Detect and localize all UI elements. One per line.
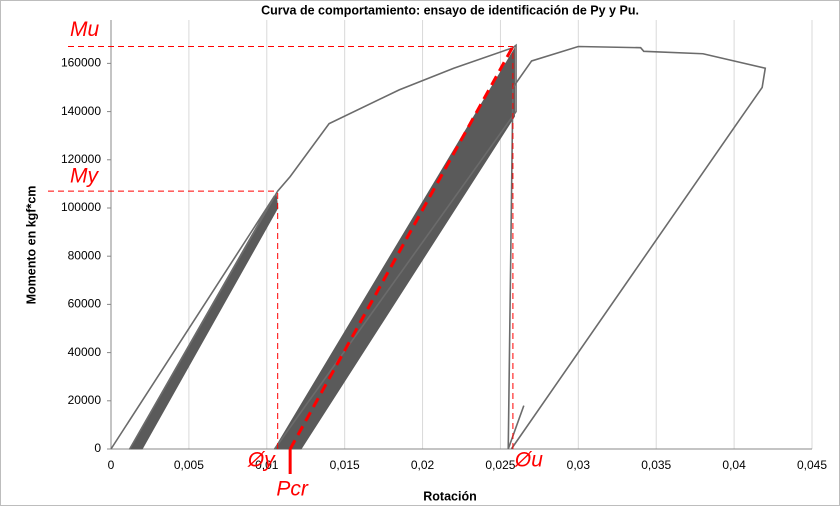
pcr-line <box>288 45 515 450</box>
curve <box>507 45 767 450</box>
y-tick-label: 80000 <box>68 248 102 262</box>
y-tick-label: 160000 <box>61 56 101 70</box>
annotation: Øy <box>247 449 276 472</box>
x-tick-label: 0 <box>108 458 115 472</box>
x-axis-label: Rotación <box>423 489 476 503</box>
y-tick-label: 0 <box>94 441 101 455</box>
x-tick-label: 0,025 <box>485 458 515 472</box>
curve <box>110 43 517 450</box>
x-tick-label: 0,02 <box>411 458 435 472</box>
y-axis-label: Momento en kgf*cm <box>24 186 38 305</box>
y-tick-label: 100000 <box>61 200 101 214</box>
annotation: Pcr <box>276 478 309 501</box>
y-tick-label: 40000 <box>68 345 102 359</box>
x-tick-label: 0,035 <box>641 458 671 472</box>
annotation: My <box>70 165 99 188</box>
band <box>273 47 515 450</box>
x-tick-label: 0,03 <box>567 458 591 472</box>
y-tick-label: 20000 <box>68 393 102 407</box>
chart-title: Curva de comportamiento: ensayo de ident… <box>261 3 639 17</box>
x-tick-label: 0,04 <box>722 458 746 472</box>
y-tick-label: 140000 <box>61 104 101 118</box>
y-tick-label: 120000 <box>61 152 101 166</box>
x-tick-label: 0,005 <box>174 458 204 472</box>
annotation: Øu <box>514 449 543 472</box>
y-tick-label: 60000 <box>68 297 102 311</box>
x-tick-label: 0,045 <box>797 458 827 472</box>
x-tick-label: 0,01 <box>255 458 279 472</box>
annotation: Mu <box>70 18 99 41</box>
x-tick-label: 0,015 <box>330 458 360 472</box>
curve <box>507 405 525 450</box>
